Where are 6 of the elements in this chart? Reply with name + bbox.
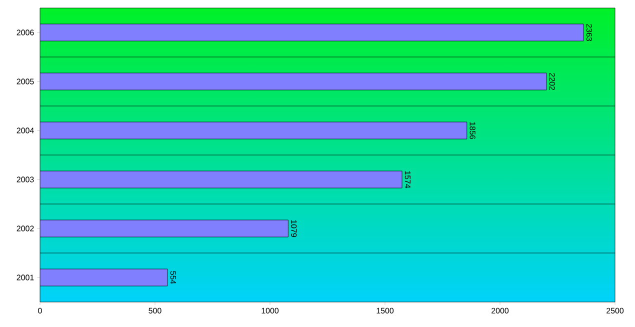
bar [40, 220, 288, 238]
bar [40, 122, 468, 140]
bar [40, 268, 168, 286]
bar [40, 24, 584, 42]
bar [40, 170, 402, 188]
bar [40, 72, 547, 90]
